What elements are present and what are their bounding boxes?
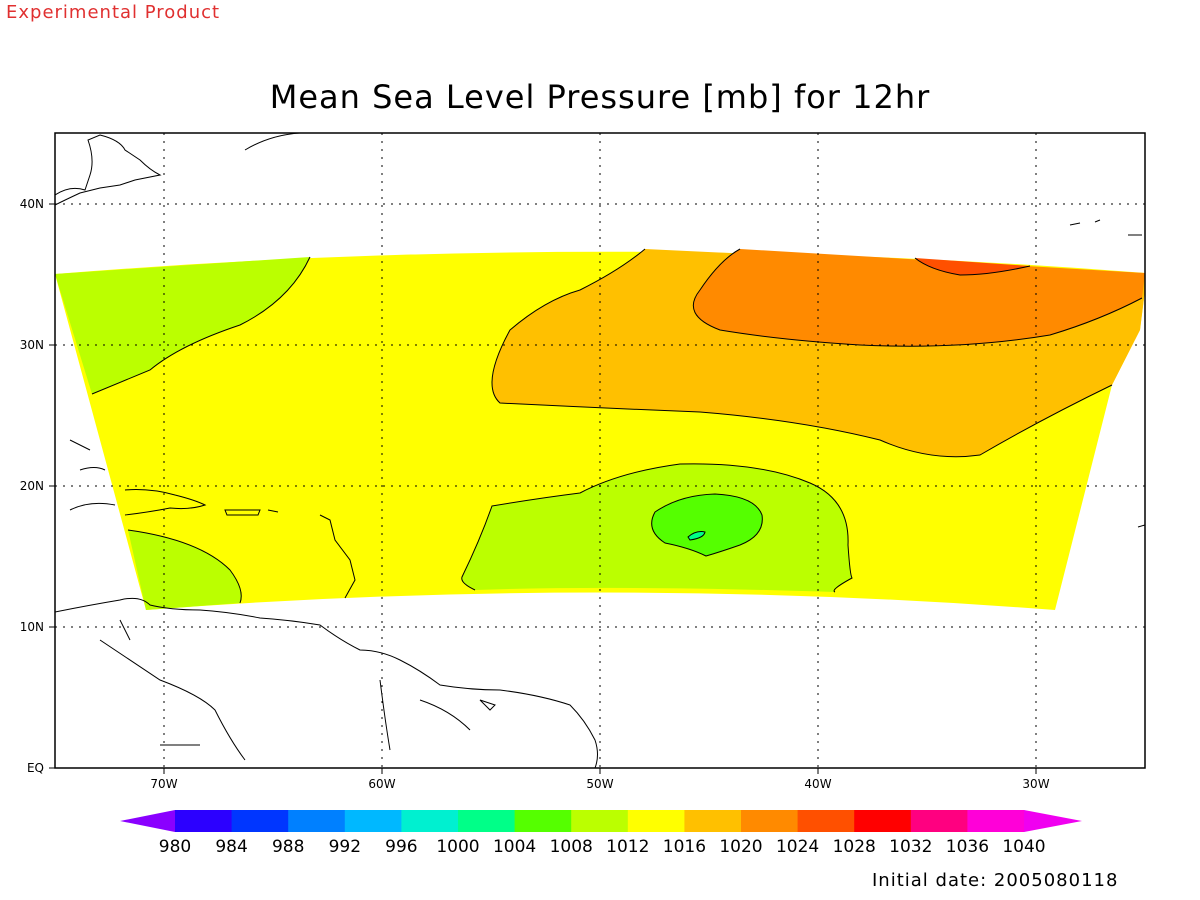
lon-tick-label: 30W (1022, 777, 1049, 791)
colorbar-swatch (684, 810, 742, 832)
colorbar-level-label: 1036 (946, 837, 989, 857)
colorbar-swatch (458, 810, 516, 832)
lon-tick-label: 70W (150, 777, 177, 791)
experimental-product-banner: Experimental Product (6, 2, 221, 23)
colorbar-level-label: 984 (215, 837, 247, 857)
colorbar-swatch (401, 810, 459, 832)
colorbar-swatch (910, 810, 968, 832)
lon-tick-label: 60W (368, 777, 395, 791)
lon-tick-label: 50W (586, 777, 613, 791)
colorbar-swatch (175, 810, 233, 832)
colorbar-swatch (967, 810, 1025, 832)
colorbar-level-label: 1024 (776, 837, 819, 857)
colorbar-swatch (854, 810, 912, 832)
colorbar-level-label: 1000 (436, 837, 479, 857)
contour-lines (91, 248, 1143, 604)
colorbar-level-label: 980 (159, 837, 191, 857)
pressure-field (55, 133, 1145, 768)
colorbar-level-label: 1020 (719, 837, 762, 857)
map-title: Mean Sea Level Pressure [mb] for 12hr (269, 78, 931, 116)
colorbar-level-label: 992 (329, 837, 361, 857)
colorbar-arrow-low (120, 810, 175, 832)
tick-marks (49, 203, 1037, 774)
lat-tick-label: 30N (20, 338, 44, 352)
lon-tick-label: 40W (804, 777, 831, 791)
lat-tick-label: 40N (20, 197, 44, 211)
colorbar-swatch (627, 810, 685, 832)
colorbar-swatch (571, 810, 629, 832)
colorbar-swatch (514, 810, 572, 832)
colorbar-level-label: 988 (272, 837, 304, 857)
region-1028 (915, 258, 1030, 275)
colorbar-arrow-high (1024, 810, 1082, 832)
colorbar-level-label: 1012 (606, 837, 649, 857)
region-1012-northwest (55, 257, 310, 394)
colorbar-swatch (797, 810, 855, 832)
gridlines (55, 133, 1145, 768)
lat-tick-label: 20N (20, 479, 44, 493)
colorbar-swatch (344, 810, 402, 832)
lat-tick-label: EQ (27, 761, 44, 775)
colorbar-level-label: 1016 (663, 837, 706, 857)
colorbar-level-label: 1040 (1002, 837, 1045, 857)
colorbar-level-label: 1032 (889, 837, 932, 857)
region-1004 (688, 531, 705, 540)
colorbar-level-label: 1004 (493, 837, 536, 857)
colorbar-level-label: 996 (385, 837, 417, 857)
colorbar-swatch (741, 810, 799, 832)
initial-date-label: Initial date: 2005080118 (872, 870, 1119, 891)
colorbar-level-label: 1008 (550, 837, 593, 857)
colorbar-level-label: 1028 (833, 837, 876, 857)
colorbar-swatch (231, 810, 289, 832)
region-1008 (651, 494, 763, 556)
region-1012-southwest (128, 530, 242, 610)
coastlines (55, 133, 1145, 768)
region-1024 (693, 249, 1145, 347)
colorbar-swatch (288, 810, 346, 832)
lat-tick-label: 10N (20, 620, 44, 634)
colorbar: 980 984 988 992 996 1000 1004 1008 1012 1016 1020 1… (120, 810, 1082, 857)
